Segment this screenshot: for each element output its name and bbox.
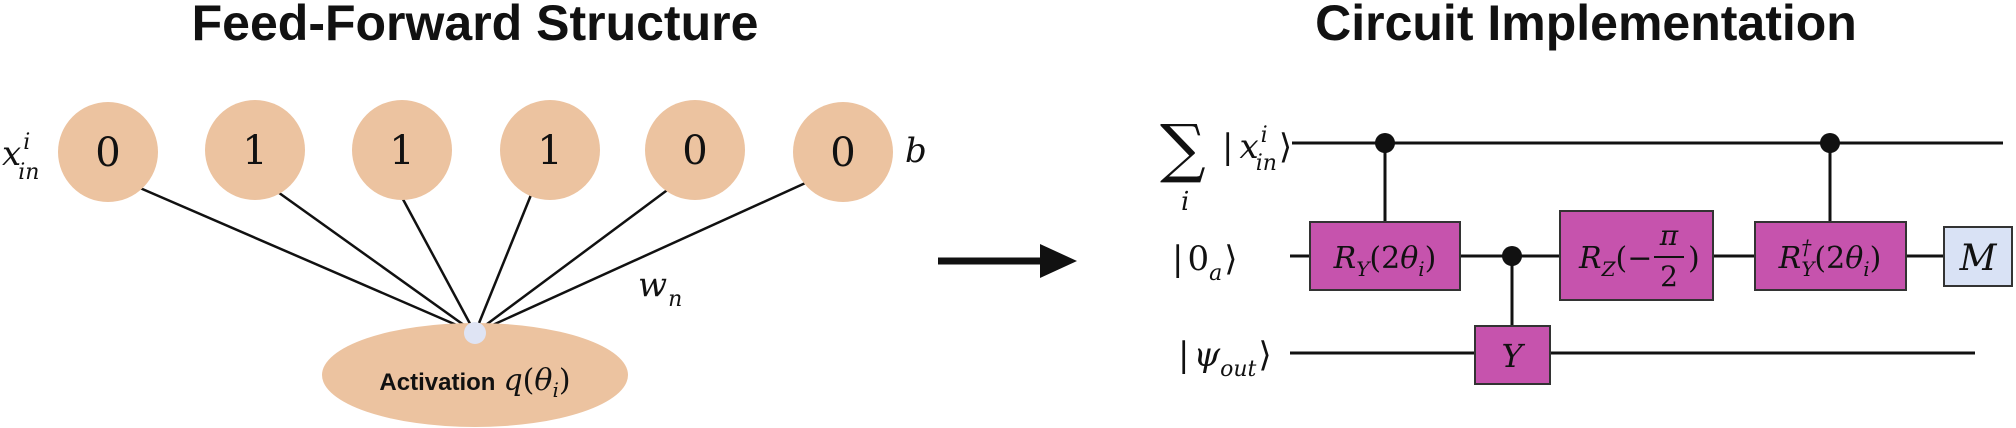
activation-ellipse <box>322 323 628 427</box>
connection-line <box>473 189 535 334</box>
input-nodes: 0 1 1 1 0 0 <box>58 100 893 202</box>
node-bit: 1 <box>537 128 562 174</box>
activation-dot <box>464 322 486 344</box>
feed-forward-panel: Feed-Forward Structure xi in 0 1 1 <box>2 0 927 427</box>
rz-gate-close: ) <box>1688 241 1700 276</box>
ry-gate-label: RY(2θi) <box>1333 241 1437 281</box>
rz-gate-denominator: 2 <box>1660 260 1678 293</box>
node-circle <box>645 100 745 200</box>
input-node: 1 <box>500 100 600 200</box>
y-gate: Y <box>1474 325 1551 385</box>
circuit-panel: Circuit Implementation ∑ i | xi in⟩ | 0a⟩ |… <box>1160 0 2013 385</box>
input-node: 1 <box>352 100 452 200</box>
arrow-right-icon <box>938 244 1077 278</box>
output-ket-label: | ψout⟩ <box>1178 335 1272 382</box>
ry-dagger-gate: R† Y(2θi) <box>1754 221 1907 291</box>
measurement-gate: M <box>1943 226 2013 287</box>
input-ket-label: | xi in⟩ <box>1222 123 1292 176</box>
connection-line <box>474 186 671 335</box>
node-bit: 0 <box>682 128 707 174</box>
connection-line <box>139 186 476 335</box>
node-circle <box>205 100 305 200</box>
feed-forward-title: Feed-Forward Structure <box>192 0 759 51</box>
rz-gate-prefix: RZ(− <box>1578 241 1652 281</box>
ry-dagger-gate-label: R† Y(2θi) <box>1778 235 1882 281</box>
node-circle <box>352 100 452 200</box>
ry-gate: RY(2θi) <box>1309 221 1461 291</box>
connection-line <box>396 189 477 334</box>
connection-line <box>274 188 476 335</box>
input-node: 0 <box>645 100 745 200</box>
node-circle <box>58 102 158 202</box>
gate-box <box>1309 221 1461 291</box>
weight-connections <box>139 178 813 335</box>
gate-box <box>1474 325 1551 385</box>
bias-node-circle <box>793 102 893 202</box>
rz-gate-numerator: π <box>1659 219 1679 252</box>
connection-line <box>474 178 813 335</box>
control-dot <box>1502 246 1522 266</box>
node-bit: 0 <box>830 130 855 176</box>
input-label: xi in <box>2 130 39 185</box>
activation-label: Activation q(θi) <box>379 363 570 402</box>
gate-box <box>1943 226 2013 287</box>
y-gate-label: Y <box>1501 337 1525 375</box>
gate-box <box>1754 221 1907 291</box>
node-bit: 0 <box>95 130 120 176</box>
sum-index: i <box>1181 187 1189 217</box>
control-dot <box>1375 133 1395 153</box>
control-dot <box>1820 133 1840 153</box>
sum-symbol: ∑ <box>1160 112 1206 186</box>
ancilla-ket-label: | 0a⟩ <box>1172 239 1238 286</box>
node-bit: 1 <box>242 128 267 174</box>
circuit-title: Circuit Implementation <box>1315 0 1857 51</box>
weight-label: wn <box>638 265 682 312</box>
rz-gate: RZ(− π 2 ) <box>1559 210 1714 301</box>
node-circle <box>500 100 600 200</box>
input-node: 1 <box>205 100 305 200</box>
gate-box <box>1559 210 1714 301</box>
input-node: 0 <box>58 102 158 202</box>
measurement-label: M <box>1959 238 1998 279</box>
node-bit: 1 <box>389 128 414 174</box>
input-node: 0 <box>793 102 893 202</box>
bias-label: b <box>905 131 927 171</box>
